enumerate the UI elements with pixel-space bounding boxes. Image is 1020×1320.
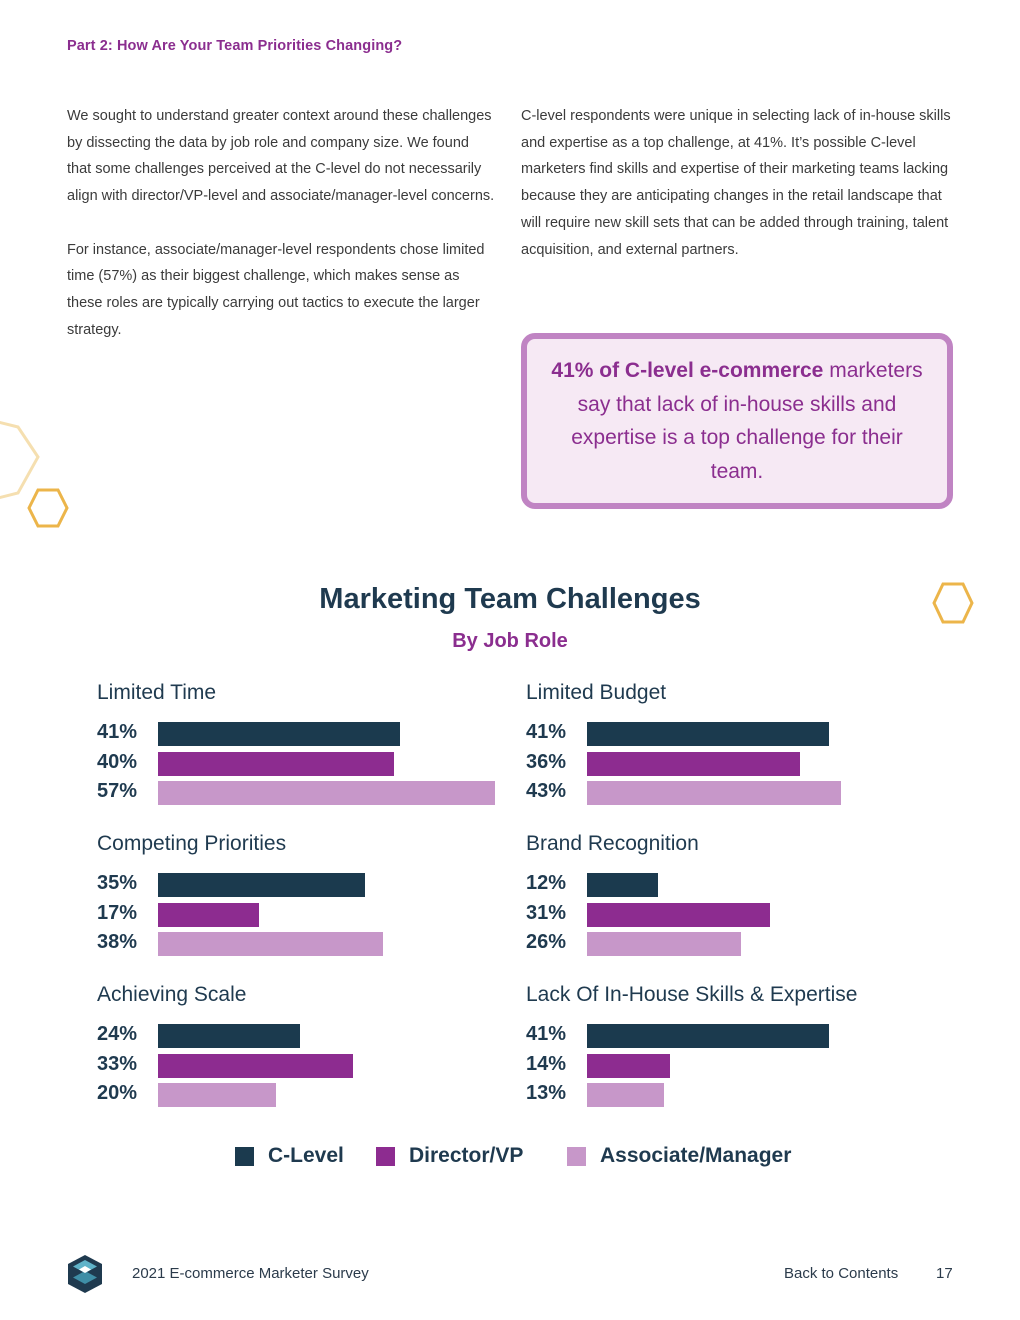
chart-title: Marketing Team Challenges: [319, 583, 701, 615]
bar-value-label: 43%: [526, 780, 567, 802]
paragraph: C-level respondents were unique in selec…: [521, 108, 951, 258]
bar: [158, 932, 383, 956]
bar: [158, 1053, 354, 1078]
bar: [158, 902, 259, 927]
bar-value-label: 36%: [526, 750, 567, 773]
bar-value-label: 20%: [97, 1082, 138, 1104]
bar-value-label: 26%: [526, 931, 567, 953]
bar-value-label: 24%: [97, 1023, 138, 1045]
bar-value-label: 41%: [526, 721, 567, 743]
legend-item-associate-manager: Associate/Manager: [567, 1142, 791, 1170]
paragraph: For instance, associate/manager-level re…: [67, 241, 485, 338]
bar: [587, 781, 842, 805]
callout-box: 41% of C-level e-commerce marketers say …: [521, 333, 953, 509]
decorative-hexagon-icon: [27, 488, 69, 528]
back-to-contents-link[interactable]: Back to Contents: [784, 1265, 899, 1282]
panel-title: Achieving Scale: [97, 983, 247, 1006]
bar-value-label: 57%: [97, 780, 138, 802]
bar: [158, 722, 401, 746]
legend-swatch: [235, 1146, 254, 1166]
bar: [587, 1053, 670, 1078]
bar: [587, 1024, 830, 1048]
legend-label: Associate/Manager: [600, 1144, 792, 1167]
bar-value-label: 40%: [97, 750, 138, 773]
footer-survey-title: 2021 E-commerce Marketer Survey: [132, 1265, 369, 1282]
callout-highlight: 41% of C-level e-commerce: [551, 359, 824, 382]
panel-title: Limited Time: [97, 681, 217, 704]
bar-value-label: 41%: [526, 1023, 567, 1045]
page-number: 17: [936, 1265, 953, 1282]
bar-value-label: 38%: [97, 931, 138, 953]
legend-swatch: [376, 1146, 395, 1166]
panel-title: Brand Recognition: [526, 832, 699, 855]
panel-title: Competing Priorities: [97, 832, 287, 855]
bar-value-label: 33%: [97, 1052, 138, 1075]
bar: [158, 751, 395, 776]
bar: [158, 1083, 277, 1107]
legend-label: C-Level: [268, 1144, 344, 1167]
callout-text: marketers say that lack of in-house skil…: [571, 359, 923, 483]
legend-swatch: [567, 1146, 586, 1166]
bar-value-label: 17%: [97, 901, 138, 924]
bar-value-label: 41%: [97, 721, 138, 743]
bar-value-label: 13%: [526, 1082, 567, 1104]
bar-value-label: 35%: [97, 872, 138, 894]
decorative-hexagon-icon: [0, 420, 40, 500]
panel-title: Lack Of In-House Skills & Expertise: [526, 983, 858, 1006]
bar: [587, 873, 658, 897]
bar-value-label: 31%: [526, 901, 567, 924]
legend-item-c-level: C-Level: [235, 1142, 344, 1170]
paragraph: We sought to understand greater context …: [67, 108, 495, 205]
bar: [587, 751, 800, 776]
bar-value-label: 12%: [526, 872, 567, 894]
right-text-column: C-level respondents were unique in selec…: [521, 103, 953, 263]
bar: [158, 873, 365, 897]
bar: [158, 781, 495, 805]
company-logo-icon: [68, 1255, 102, 1293]
legend-label: Director/VP: [409, 1144, 524, 1167]
bar-value-label: 14%: [526, 1052, 567, 1075]
bar: [587, 722, 830, 746]
bar: [587, 932, 741, 956]
panel-title: Limited Budget: [526, 681, 667, 704]
bar: [587, 902, 771, 927]
decorative-hexagon-icon: [932, 582, 974, 624]
legend-item-director-vp: Director/VP: [376, 1142, 523, 1170]
section-header: Part 2: How Are Your Team Priorities Cha…: [67, 38, 403, 54]
left-text-column: We sought to understand greater context …: [67, 103, 497, 343]
bar: [587, 1083, 664, 1107]
bar: [158, 1024, 300, 1048]
chart-subtitle: By Job Role: [452, 630, 568, 652]
